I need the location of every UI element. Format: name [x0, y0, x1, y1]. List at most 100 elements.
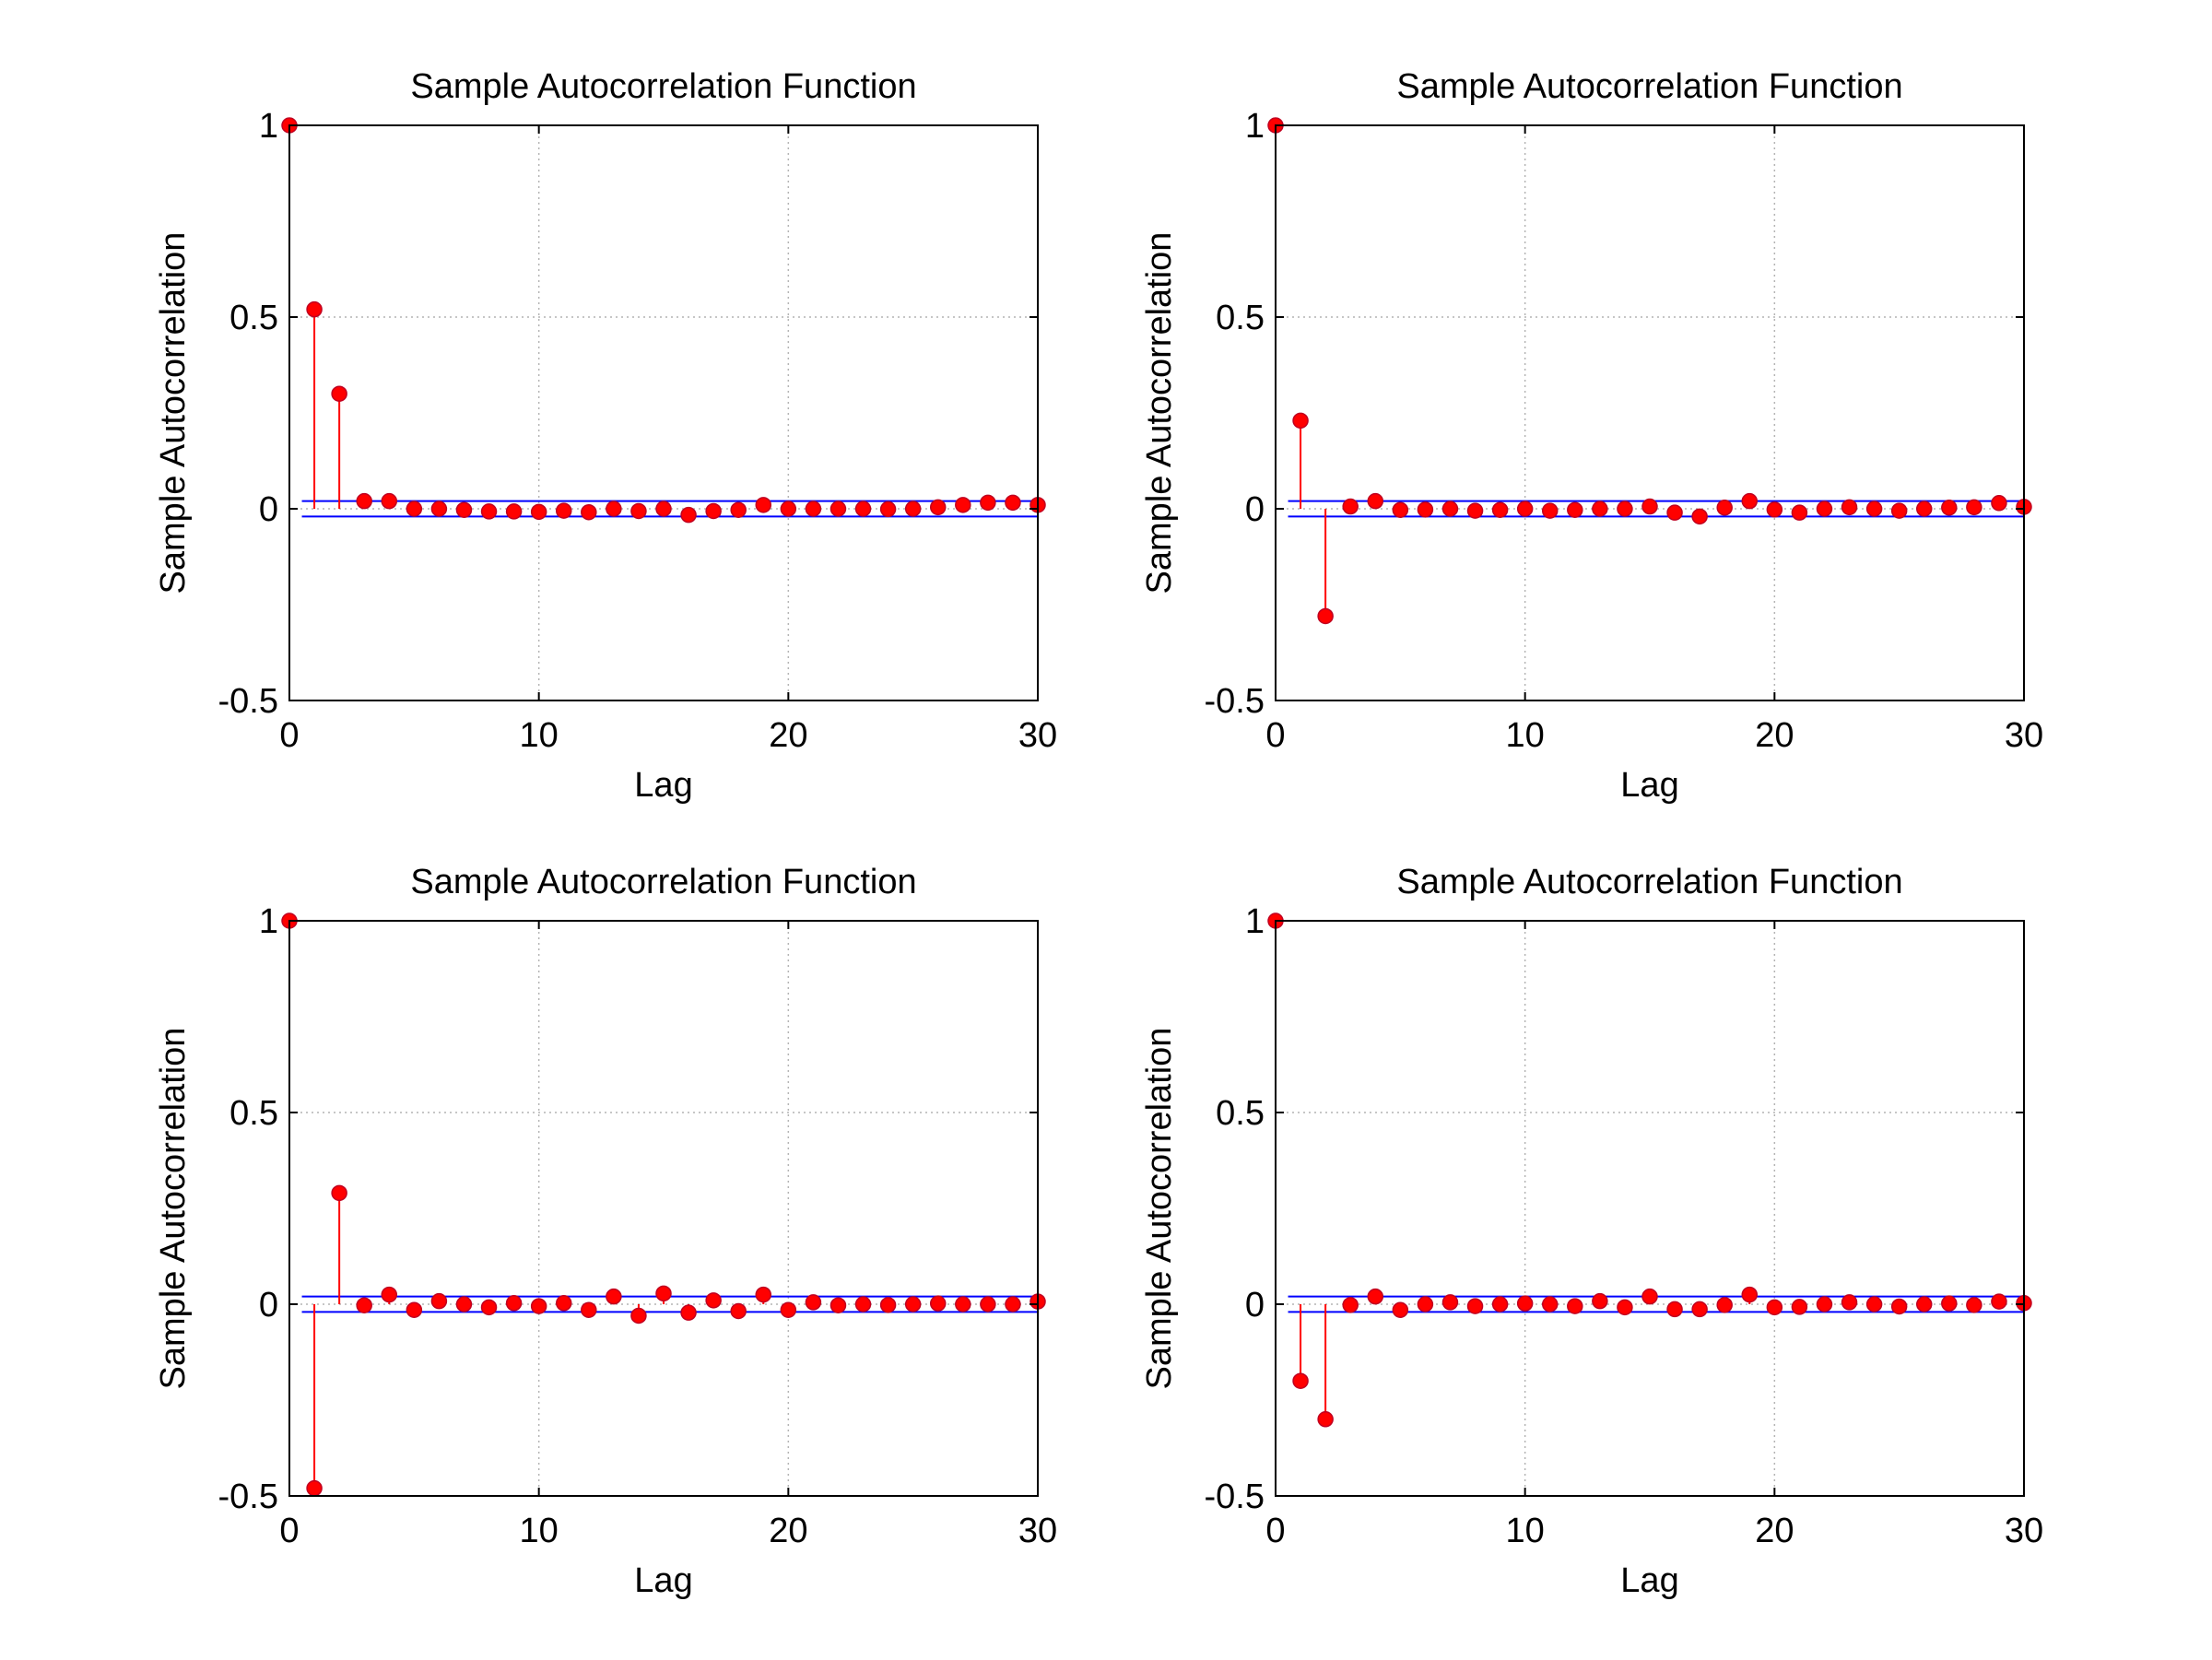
x-tick-label: 20: [1755, 716, 1794, 755]
x-tick-label: 10: [520, 716, 559, 755]
y-tick-label: 0: [259, 490, 278, 529]
y-tick-label: 0: [1245, 490, 1265, 529]
stem-marker: [1367, 1288, 1384, 1305]
x-tick-label: 30: [2005, 716, 2043, 755]
stem-marker: [306, 1479, 323, 1497]
stem-marker: [1890, 1298, 1908, 1315]
stem-marker: [904, 1296, 922, 1313]
stem-marker: [1342, 1297, 1359, 1313]
chart-title: Sample Autocorrelation Function: [1396, 67, 1902, 106]
stem-marker: [606, 500, 622, 517]
stem-marker: [830, 500, 847, 517]
axes-frame: [1275, 920, 2025, 1497]
stem-marker: [356, 492, 372, 510]
stem-marker: [1915, 500, 1933, 517]
stem-marker: [1691, 508, 1708, 525]
stem-marker: [854, 500, 872, 517]
stem-marker: [705, 502, 722, 520]
stem-marker: [1716, 500, 1733, 516]
stem-marker: [1915, 1296, 1933, 1313]
stem-marker: [1417, 1296, 1434, 1313]
stem-marker: [606, 1288, 622, 1305]
stem-marker: [1941, 1295, 1958, 1312]
x-axis-label: Lag: [634, 1561, 692, 1600]
stem-marker: [1466, 502, 1484, 519]
stem-marker: [805, 500, 822, 517]
stem-marker: [1367, 492, 1384, 510]
x-axis-label: Lag: [1620, 1561, 1678, 1600]
stem-marker: [879, 500, 897, 518]
stem-marker: [1991, 495, 2007, 512]
stem-marker: [381, 492, 398, 510]
stem-marker: [1865, 1296, 1883, 1313]
x-tick-label: 20: [769, 1512, 807, 1550]
stem-marker: [1816, 1296, 1833, 1313]
stem-marker: [1617, 1299, 1633, 1316]
stem-marker: [1766, 1299, 1783, 1316]
y-tick-label: 1: [1245, 902, 1265, 941]
stem-marker: [730, 1302, 747, 1320]
y-tick-label: 0: [1245, 1286, 1265, 1324]
stem-marker: [879, 1297, 897, 1313]
stem-marker: [1641, 1288, 1658, 1305]
stem-marker: [406, 500, 423, 517]
stem-marker: [630, 1307, 647, 1324]
x-tick-label: 0: [279, 1512, 299, 1550]
x-tick-label: 10: [1506, 1512, 1545, 1550]
stem-marker: [555, 502, 572, 519]
y-tick-label: -0.5: [218, 682, 278, 721]
stem-marker: [1392, 501, 1409, 518]
stem-marker: [1005, 1296, 1021, 1313]
stem-marker: [356, 1297, 372, 1313]
stem-marker: [430, 500, 448, 517]
stem-marker: [480, 503, 498, 520]
stem-marker: [1005, 494, 1021, 512]
stem-marker: [1516, 500, 1534, 517]
y-tick-label: 0.5: [1216, 299, 1265, 337]
stem-marker: [1617, 500, 1633, 517]
stem-marker: [1541, 1296, 1559, 1313]
stem-marker: [655, 1285, 672, 1302]
stem-marker: [1666, 1301, 1683, 1318]
stem-marker: [1816, 500, 1833, 517]
plot-area: [289, 125, 1038, 700]
y-axis-label: Sample Autocorrelation: [1140, 1028, 1179, 1390]
x-tick-label: 10: [520, 1512, 559, 1550]
y-tick-label: 1: [1245, 107, 1265, 146]
stem-marker: [904, 500, 922, 517]
stem-marker: [1516, 1295, 1534, 1312]
x-tick-label: 30: [2005, 1512, 2043, 1550]
x-tick-label: 0: [1265, 716, 1285, 755]
stem-marker: [980, 494, 996, 512]
y-tick-label: -0.5: [1205, 1478, 1265, 1516]
stem-marker: [581, 503, 597, 521]
x-tick-label: 20: [1755, 1512, 1794, 1550]
x-tick-label: 20: [769, 716, 807, 755]
stem-marker: [655, 500, 672, 517]
x-axis-label: Lag: [634, 766, 692, 805]
stem-marker: [630, 502, 647, 520]
stem-marker: [381, 1286, 398, 1303]
stem-marker: [755, 1286, 772, 1303]
stem-marker: [505, 1295, 523, 1312]
stem-marker: [955, 1296, 971, 1313]
stem-marker: [581, 1301, 597, 1318]
stem-marker: [430, 1292, 448, 1310]
stem-marker: [331, 385, 347, 402]
stem-marker: [1592, 1292, 1608, 1310]
stem-marker: [1666, 504, 1683, 521]
stem-marker: [1317, 607, 1334, 625]
stem-marker: [1292, 1372, 1309, 1389]
plot-area: [1276, 125, 2024, 700]
x-tick-label: 0: [1265, 1512, 1285, 1550]
stem-marker: [780, 1301, 797, 1318]
stem-marker: [805, 1294, 822, 1311]
stem-marker: [1941, 500, 1958, 516]
x-tick-label: 30: [1018, 716, 1057, 755]
stem-marker: [1317, 1411, 1334, 1428]
stem-marker: [980, 1296, 996, 1313]
